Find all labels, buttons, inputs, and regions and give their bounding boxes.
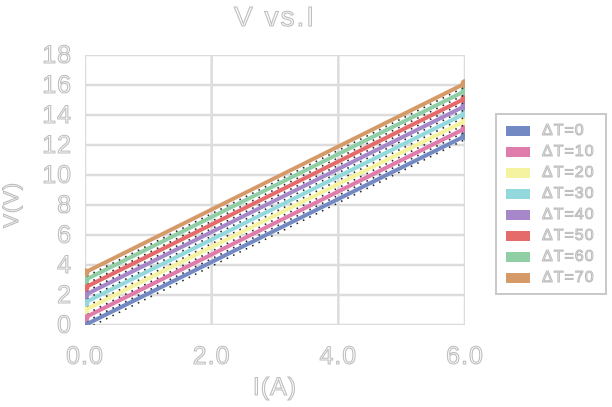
y-tick-label: 4 [57,251,72,279]
legend-label: ΔT=40 [541,205,595,223]
legend-item: ΔT=60 [497,247,605,267]
legend-item: ΔT=10 [497,142,605,162]
legend: ΔT=0 ΔT=10 ΔT=20 ΔT=30 ΔT=40 ΔT=50 ΔT=60 ΔT=70 [495,113,607,295]
legend-label: ΔT=30 [541,184,595,202]
series-endpoint-marker [85,298,90,307]
series-line [85,111,465,305]
series-dotted-shadow [86,93,465,285]
y-tick-label: 6 [57,221,72,249]
x-tick-label: 2.0 [192,342,231,370]
legend-item: ΔT=0 [497,121,605,141]
series-endpoint-marker [460,131,465,141]
plot-area [85,55,465,325]
series-endpoint-marker [85,305,90,315]
series-line [85,126,465,320]
legend-label: ΔT=60 [541,247,595,265]
legend-item: ΔT=30 [497,184,605,204]
legend-swatch [506,167,530,178]
series-endpoint-marker [460,109,465,118]
x-axis-label: I(A) [252,372,298,401]
series-endpoint-marker [85,275,90,285]
legend-swatch [506,125,530,136]
y-tick-label: 14 [42,101,72,129]
y-tick-label: 2 [57,281,72,309]
series-line [85,89,465,282]
y-axis-label: V(V) [0,181,24,228]
legend-swatch [506,146,530,157]
series-line [85,81,465,275]
series-endpoint-marker [85,290,90,300]
series-endpoint-marker [460,86,465,96]
series-endpoint-marker [460,101,465,111]
legend-item: ΔT=70 [497,268,605,288]
legend-label: ΔT=0 [541,121,585,139]
x-tick-label: 6.0 [446,342,484,370]
series-endpoint-marker [85,313,90,322]
legend-label: ΔT=50 [541,226,595,244]
y-tick-label: 18 [42,41,72,69]
legend-label: ΔT=70 [541,268,595,286]
series-endpoint-marker [460,79,465,88]
series-endpoint-marker [460,116,465,126]
legend-label: ΔT=20 [541,163,595,181]
series-dotted-shadow [86,101,465,292]
legend-item: ΔT=20 [497,163,605,183]
legend-swatch [506,251,530,262]
y-tick-label: 8 [57,191,72,219]
series-dotted-shadow [86,123,465,315]
x-tick-label: 0.0 [66,342,104,370]
y-tick-label: 0 [57,311,72,339]
series-endpoint-marker [460,124,465,133]
y-tick-label: 16 [42,71,72,99]
legend-item: ΔT=50 [497,226,605,246]
legend-swatch [506,230,530,241]
x-tick-label: 4.0 [319,342,358,370]
legend-swatch [506,188,530,199]
series-line [85,96,465,290]
y-tick-label: 10 [42,161,72,189]
legend-label: ΔT=10 [541,142,595,160]
chart-title: V vs.I [233,0,316,32]
series-endpoint-marker [85,268,90,277]
series-dotted-shadow [86,131,465,322]
legend-item: ΔT=40 [497,205,605,225]
series-line [85,134,465,325]
legend-swatch [506,272,530,283]
series-line [85,119,465,312]
legend-swatch [506,209,530,220]
y-tick-label: 12 [42,131,72,159]
series-endpoint-marker [85,283,90,292]
series-endpoint-marker [460,94,465,103]
series-line [85,104,465,297]
